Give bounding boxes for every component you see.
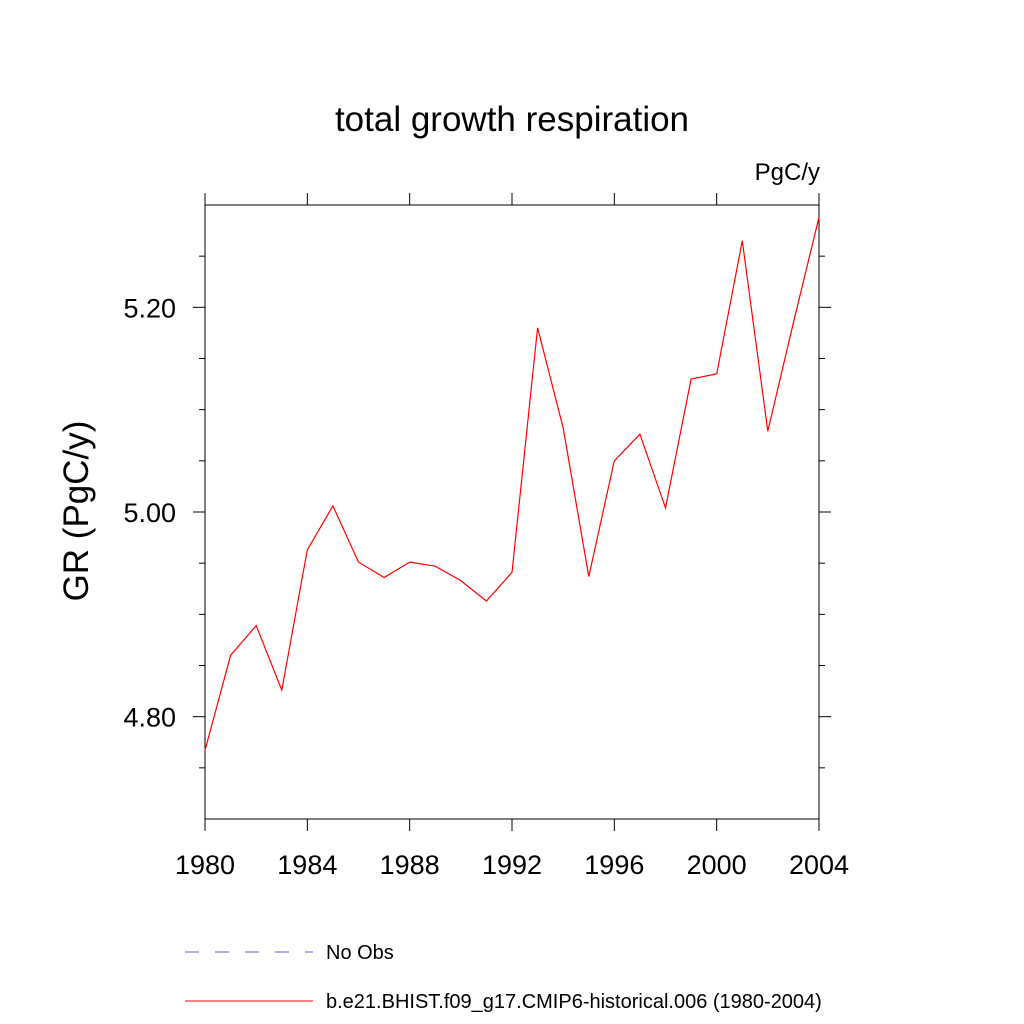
y-tick-label: 5.00 xyxy=(123,498,176,528)
y-axis-label: GR (PgC/y) xyxy=(57,421,96,602)
y-tick-label: 5.20 xyxy=(123,293,176,323)
x-tick-label: 1984 xyxy=(277,850,337,880)
legend-label: b.e21.BHIST.f09_g17.CMIP6-historical.006… xyxy=(326,991,822,1013)
x-tick-label: 2000 xyxy=(687,850,747,880)
units-label: PgC/y xyxy=(755,159,820,186)
chart-title: total growth respiration xyxy=(335,100,689,139)
series-line xyxy=(204,217,820,751)
x-tick-label: 2004 xyxy=(789,850,849,880)
plot-area xyxy=(204,204,820,820)
x-tick-label: 1988 xyxy=(380,850,440,880)
x-tick-label: 1980 xyxy=(175,850,235,880)
legend-label: No Obs xyxy=(326,942,394,964)
x-tick-label: 1992 xyxy=(482,850,542,880)
y-tick-label: 4.80 xyxy=(123,703,176,733)
x-tick-label: 1996 xyxy=(584,850,644,880)
